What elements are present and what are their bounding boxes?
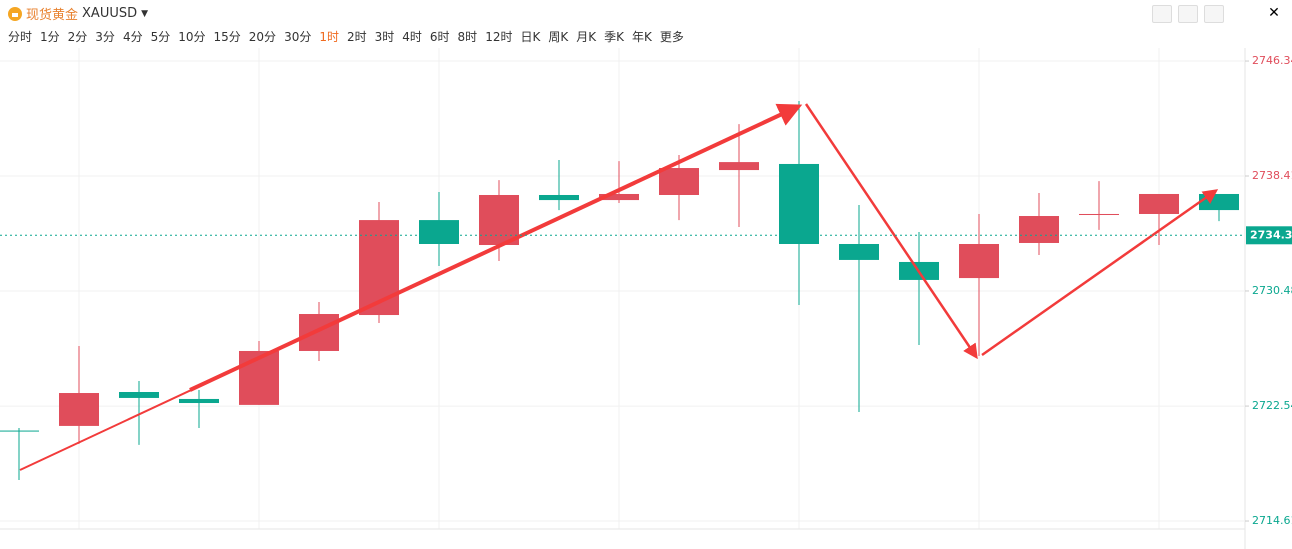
candle-body [839, 243, 879, 260]
candle-body [659, 168, 699, 195]
period-option[interactable]: 周K [548, 30, 569, 44]
candles [0, 101, 1239, 481]
y-tick-label: 2746.34 [1252, 54, 1292, 67]
last-price-label: 2734.32 [1250, 228, 1292, 241]
period-option[interactable]: 1分 [40, 30, 60, 44]
y-tick-label: 2714.61 [1252, 514, 1292, 527]
period-option[interactable]: 3分 [95, 30, 115, 44]
close-button[interactable]: ✕ [1268, 5, 1280, 21]
candle-body [779, 163, 819, 244]
period-option[interactable]: 4分 [122, 30, 143, 44]
period-option[interactable]: 2分 [67, 30, 88, 44]
tool-button[interactable] [1152, 5, 1172, 23]
expand-button[interactable] [1238, 5, 1258, 23]
candle-body [359, 220, 399, 316]
period-option[interactable]: 日K [520, 30, 541, 44]
period-option[interactable]: 月K [576, 30, 597, 44]
candle-body [1019, 216, 1059, 243]
period-option[interactable]: 年K [631, 30, 652, 44]
period-option[interactable]: 5分 [150, 30, 171, 44]
arrow [189, 103, 803, 392]
period-option[interactable]: 3时 [374, 30, 395, 44]
candle-body [959, 243, 999, 279]
period-option[interactable]: 1时 [319, 30, 339, 44]
last-price-tag [1246, 226, 1292, 245]
period-option[interactable]: 6时 [429, 30, 450, 44]
period-option[interactable]: 更多 [659, 30, 684, 44]
candle-body [539, 194, 579, 201]
arrow [981, 189, 1219, 357]
candle-body [719, 162, 759, 171]
candle-body [179, 398, 219, 404]
period-option[interactable]: 8时 [457, 30, 478, 44]
annotation-arrows [19, 103, 1219, 471]
candle-body [1199, 193, 1239, 211]
candle-body [1079, 213, 1119, 216]
arrow [804, 103, 978, 360]
period-option[interactable]: 12时 [485, 30, 513, 44]
candle-body [119, 392, 159, 398]
y-tick-label: 2730.48 [1252, 284, 1292, 297]
candle-body [1139, 193, 1179, 214]
period-option[interactable]: 分时 [8, 30, 33, 44]
y-tick-label: 2738.41 [1252, 169, 1292, 182]
period-bar: 分时 1分 2分 3分 4分 5分 10分 15分 20分 30分 1时 2时 3时 4时 6时 8时 12时日… [8, 28, 684, 45]
period-option[interactable]: 季K [604, 30, 624, 44]
tool-button[interactable] [1178, 5, 1198, 23]
tool-button[interactable] [1204, 5, 1224, 23]
y-tick-label: 2722.54 [1252, 399, 1292, 412]
candle-body [479, 194, 519, 246]
grid [0, 48, 1246, 549]
toolbar: ✕ [1152, 5, 1284, 23]
candle-body [299, 314, 339, 351]
period-option[interactable]: 15分 [213, 30, 241, 44]
period-option[interactable]: 10分 [178, 30, 206, 44]
symbol-code: XAUUSD [82, 6, 138, 21]
candle-body [599, 193, 639, 201]
symbol-name: 现货黄金 [26, 8, 79, 23]
symbol-header[interactable]: 现货黄金 XAUUSD ▼ [8, 4, 148, 23]
period-option[interactable]: 20分 [248, 30, 277, 44]
gold-icon [8, 6, 22, 21]
period-option[interactable]: 4时 [402, 30, 422, 44]
candle-body [0, 430, 39, 432]
period-option[interactable]: 30分 [284, 30, 312, 44]
candle-body [59, 393, 99, 426]
candle-body [419, 220, 459, 244]
period-option[interactable]: 2时 [346, 30, 367, 44]
dropdown-caret: ▼ [141, 8, 149, 19]
